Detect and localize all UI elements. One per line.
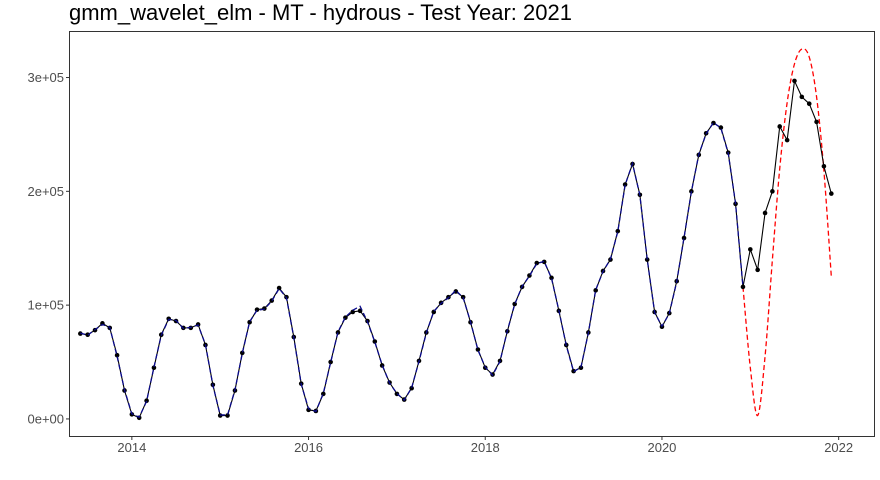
data-point [821, 163, 827, 169]
series-line-1 [80, 121, 744, 419]
y-tick-label: 3e+05 [27, 70, 64, 85]
data-point [276, 285, 282, 291]
data-point [144, 398, 149, 404]
x-tick-label: 2014 [117, 440, 146, 455]
data-point [379, 363, 385, 368]
x-axis: 2014 2016 2018 2020 2022 [117, 436, 853, 455]
data-point [239, 350, 245, 356]
data-point [593, 288, 598, 293]
data-point [571, 368, 576, 374]
data-point [799, 94, 805, 100]
data-point [718, 125, 724, 130]
data-point [350, 309, 356, 315]
data-point [534, 260, 540, 266]
series-layer [78, 48, 834, 421]
x-tick-label: 2018 [471, 440, 500, 455]
data-point [622, 182, 628, 187]
data-point [409, 385, 414, 391]
data-point [549, 275, 554, 281]
data-point [151, 365, 157, 371]
data-point [321, 391, 326, 397]
data-point [512, 301, 517, 307]
data-point [644, 257, 650, 262]
data-point [792, 78, 797, 84]
plot-panel-border [69, 31, 875, 437]
data-point [114, 352, 120, 358]
data-point [335, 330, 341, 335]
data-point [814, 119, 819, 125]
series-line-2 [742, 48, 832, 417]
data-point [372, 339, 378, 344]
data-point [777, 124, 783, 129]
data-point [541, 259, 547, 265]
x-tick-label: 2020 [647, 440, 676, 455]
data-point [748, 247, 753, 252]
data-point [755, 267, 760, 273]
data-point [762, 210, 768, 216]
data-point [615, 228, 621, 234]
y-tick-label: 2e+05 [27, 184, 64, 199]
data-point [328, 359, 333, 365]
data-point [475, 347, 481, 352]
series-line-0 [80, 78, 832, 419]
data-point [453, 289, 459, 294]
data-point [829, 191, 834, 196]
data-point [806, 101, 812, 106]
data-point [740, 284, 746, 290]
chart-title: gmm_wavelet_elm - MT - hydrous - Test Ye… [69, 0, 572, 25]
y-tick-label: 0e+00 [27, 411, 64, 426]
y-axis: 0e+00 1e+05 2e+05 3e+05 [27, 70, 70, 426]
x-tick-label: 2016 [294, 440, 323, 455]
data-point [681, 235, 687, 241]
data-point [225, 413, 230, 418]
x-tick-label: 2022 [824, 440, 853, 455]
data-point [784, 137, 790, 143]
y-tick-label: 1e+05 [27, 298, 64, 313]
data-point [770, 189, 775, 194]
